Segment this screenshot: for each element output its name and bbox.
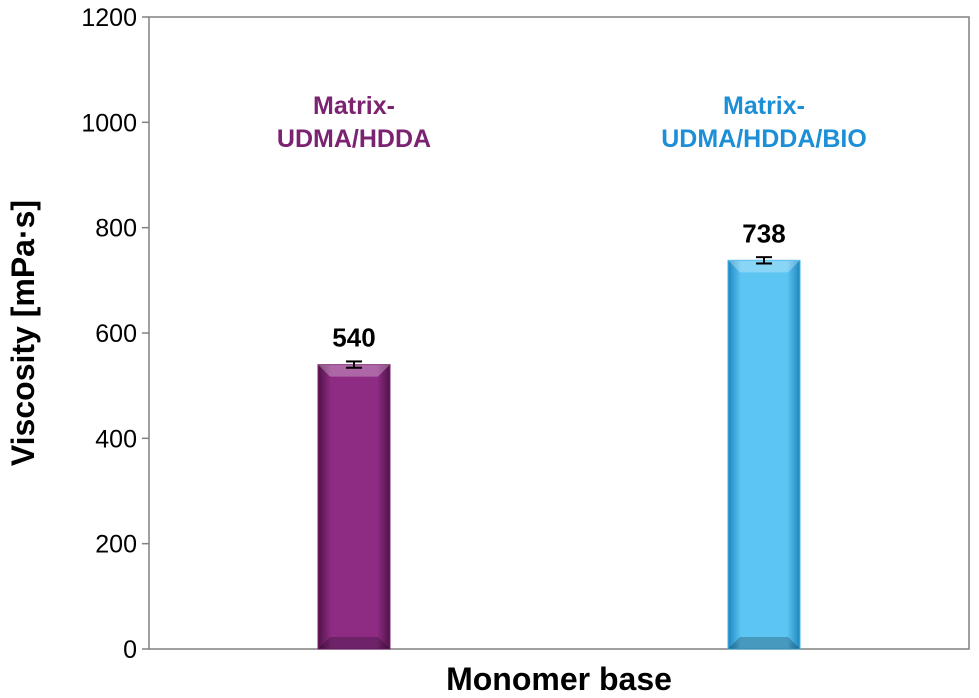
y-tick-label: 600 [95, 320, 137, 348]
labels-group: 540 Matrix- UDMA/HDDA 738 Matrix- UDMA/HDDA/B… [277, 92, 867, 353]
y-tick-label: 1000 [81, 109, 137, 137]
y-tick-label: 1200 [81, 4, 137, 32]
bar-top-bevel [728, 260, 800, 273]
y-tick-label: 400 [95, 425, 137, 453]
bar-category-label: UDMA/HDDA [277, 125, 431, 153]
plot-area-frame [148, 16, 970, 650]
x-axis-title: Monomer base [446, 661, 672, 697]
bar-category-label: UDMA/HDDA/BIO [661, 125, 867, 153]
y-axis-title: Viscosity [mPa·s] [5, 200, 41, 466]
y-axis: 0 200 400 600 800 1000 1200 [81, 4, 149, 664]
data-label: 738 [742, 218, 785, 248]
bar-bottom-bevel [728, 637, 800, 649]
bar-category-label: Matrix- [723, 92, 805, 120]
bar [317, 364, 391, 650]
bar [727, 259, 801, 650]
bar-bottom-bevel [318, 637, 390, 649]
y-tick-label: 0 [123, 636, 137, 664]
bars-group [317, 256, 801, 650]
bar-top-bevel [318, 364, 390, 377]
y-tick-label: 200 [95, 531, 137, 559]
bar-category-label: Matrix- [313, 92, 395, 120]
y-tick-label: 800 [95, 215, 137, 243]
data-label: 540 [332, 323, 375, 353]
